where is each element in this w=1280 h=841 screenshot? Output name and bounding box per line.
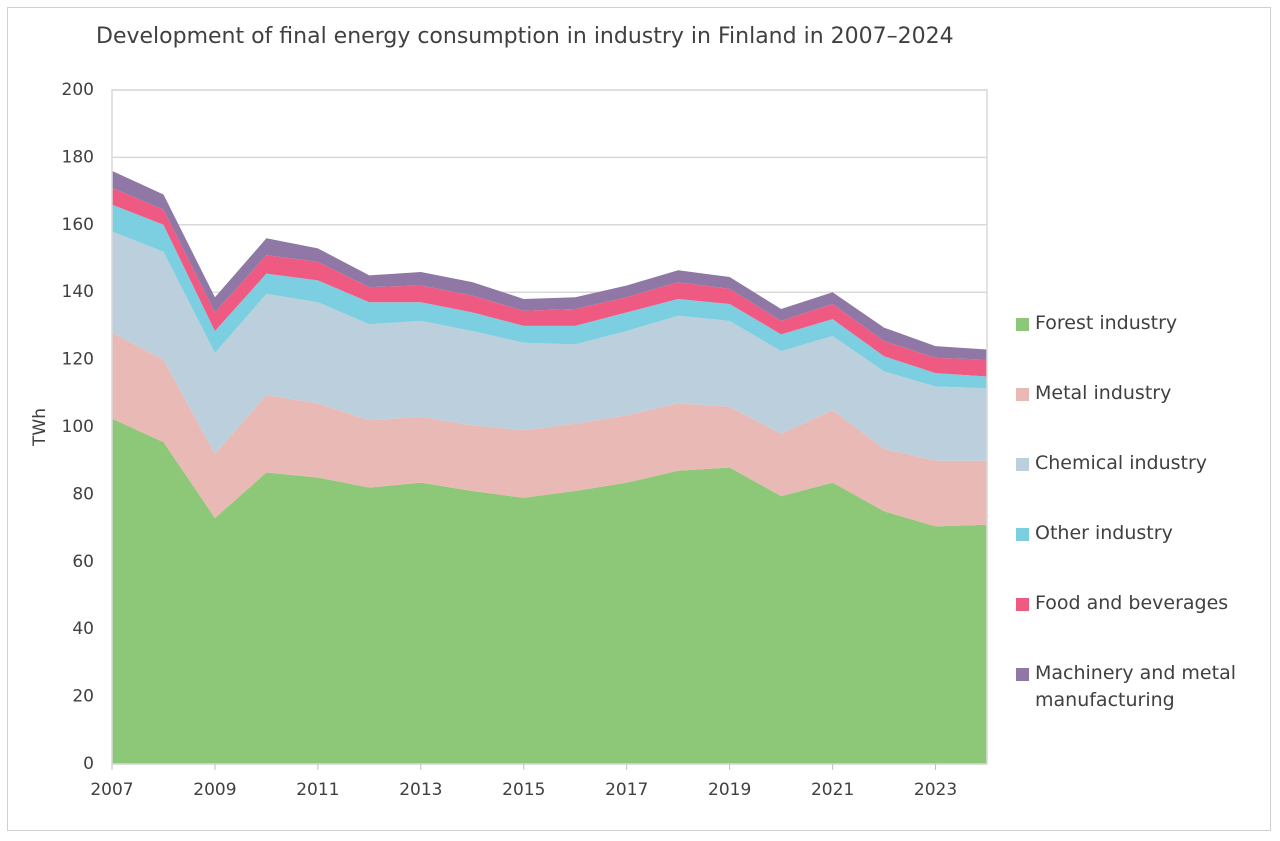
x-tick-label: 2009 [193, 780, 236, 800]
y-tick-label: 120 [62, 350, 94, 370]
y-axis-label: TWh [30, 408, 50, 447]
x-tick-label: 2011 [296, 780, 339, 800]
legend-item: Machinery and metal manufacturing [1016, 660, 1266, 730]
legend-swatch [1016, 668, 1029, 681]
x-tick-label: 2007 [90, 780, 133, 800]
y-tick-label: 160 [62, 215, 94, 235]
legend-label: Food and beverages [1035, 592, 1229, 614]
x-tick-label: 2015 [502, 780, 545, 800]
y-tick-label: 60 [72, 552, 94, 572]
y-tick-label: 0 [83, 754, 94, 774]
legend-label: Other industry [1035, 522, 1173, 544]
x-tick-label: 2017 [605, 780, 648, 800]
areas [112, 170, 987, 764]
legend-item: Other industry [1016, 520, 1266, 590]
legend-label: Forest industry [1035, 312, 1178, 334]
legend-item: Metal industry [1016, 380, 1266, 450]
x-tick-label: 2021 [811, 780, 854, 800]
frame [7, 7, 1271, 831]
y-tick-label: 200 [62, 80, 94, 100]
area [112, 187, 987, 377]
y-tick-label: 100 [62, 417, 94, 437]
x-tick-label: 2019 [708, 780, 751, 800]
area [112, 418, 987, 764]
legend-item: Food and beverages [1016, 590, 1266, 660]
y-tick-label: 140 [62, 282, 94, 302]
legend-swatch [1016, 318, 1029, 331]
y-tick-label: 20 [72, 687, 94, 707]
legend: Forest industry Metal industry Chemical in… [1016, 310, 1266, 730]
legend-label: Chemical industry [1035, 452, 1208, 474]
legend-swatch [1016, 388, 1029, 401]
legend-label: Machinery and metal manufacturing [1035, 662, 1236, 711]
area [112, 204, 987, 389]
area [112, 332, 987, 527]
legend-swatch [1016, 528, 1029, 541]
area [112, 170, 987, 360]
legend-label: Metal industry [1035, 382, 1172, 404]
x-tick-label: 2013 [399, 780, 442, 800]
legend-item: Forest industry [1016, 310, 1266, 380]
y-tick-label: 40 [72, 619, 94, 639]
legend-item: Chemical industry [1016, 450, 1266, 520]
plot-border [111, 89, 988, 765]
chart-title: Development of final energy consumption … [96, 24, 954, 49]
legend-swatch [1016, 458, 1029, 471]
x-tick-label: 2023 [914, 780, 957, 800]
legend-swatch [1016, 598, 1029, 611]
y-tick-label: 80 [72, 484, 94, 504]
area [112, 231, 987, 461]
y-tick-label: 180 [62, 147, 94, 167]
